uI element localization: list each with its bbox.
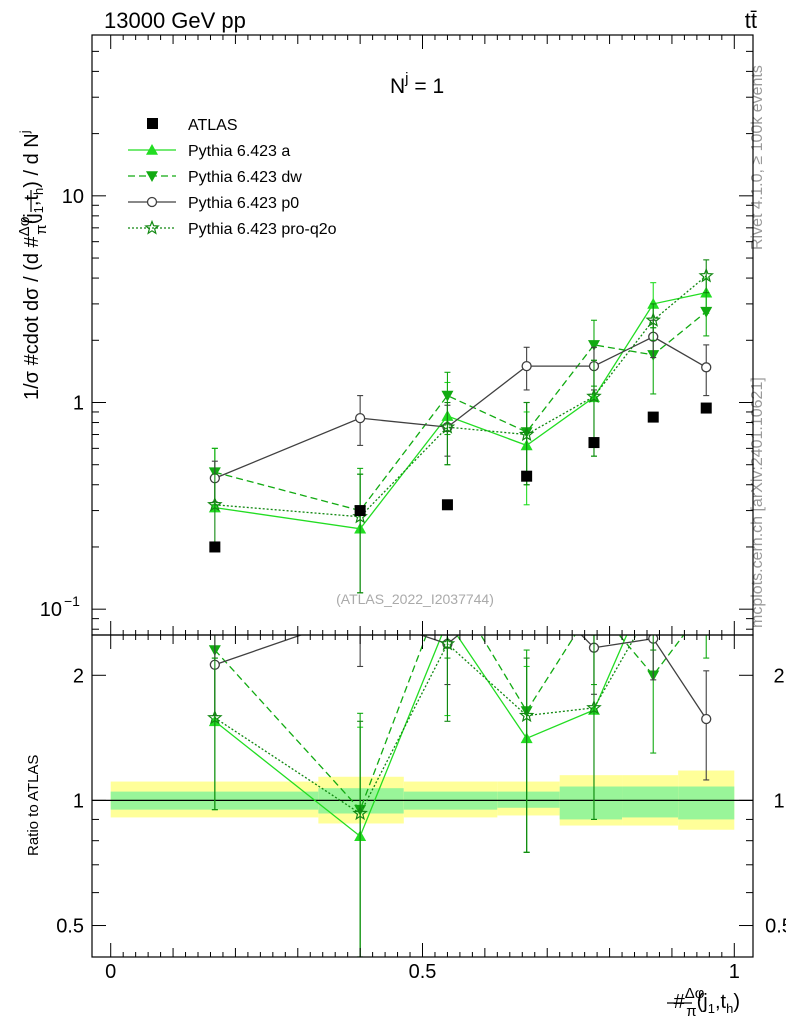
ratio-point-pythia-6-423-pro-q2o bbox=[207, 709, 223, 725]
process-label: tt̄ bbox=[745, 8, 757, 33]
point-pythia-6-423-p0 bbox=[354, 413, 366, 424]
point-pythia-6-423-pro-q2o bbox=[698, 267, 714, 283]
ratio-y-tick-label-right: 1 bbox=[773, 790, 784, 812]
atlas-data-point bbox=[209, 541, 221, 553]
atlas-data-point bbox=[647, 411, 659, 423]
analysis-watermark: (ATLAS_2022_I2037744) bbox=[336, 591, 494, 607]
point-pythia-6-423-dw bbox=[441, 390, 454, 402]
ratio-y-tick-label-right: 0.5 bbox=[765, 916, 786, 938]
legend-label-pythia-6-423-dw: Pythia 6.423 dw bbox=[188, 169, 302, 186]
series-line-pythia-6-423-dw bbox=[214, 311, 707, 512]
legend-atlas-marker bbox=[147, 118, 158, 129]
ratio-stat-band bbox=[497, 791, 560, 808]
point-pythia-6-423-a bbox=[647, 297, 660, 309]
ratio-point-pythia-6-423-dw bbox=[700, 600, 712, 611]
source-label: mcplots.cern.ch [arXiv:2401.10621] bbox=[749, 377, 766, 628]
ratio-point-pythia-6-423-a bbox=[441, 615, 453, 626]
energy-label: 13000 GeV pp bbox=[104, 8, 246, 33]
x-tick-label: 0.5 bbox=[409, 961, 437, 983]
ratio-point-pythia-6-423-pro-q2o bbox=[352, 805, 368, 821]
ratio-y-axis-label: Ratio to ATLAS bbox=[25, 755, 42, 856]
ratio-point-pythia-6-423-pro-q2o bbox=[647, 599, 659, 611]
ratio-point-pythia-6-423-pro-q2o bbox=[586, 699, 602, 715]
legend-marker-pythia-6-423-a bbox=[146, 144, 158, 155]
ratio-y-tick-label-left: 0.5 bbox=[56, 916, 84, 938]
y-tick-label: 10 bbox=[62, 186, 84, 208]
ratio-y-tick-label-left: 2 bbox=[73, 665, 84, 687]
ratio-line-pythia-6-423-pro-q2o bbox=[214, 635, 637, 815]
ratio-point-pythia-6-423-dw bbox=[441, 575, 453, 586]
atlas-data-point bbox=[588, 437, 600, 449]
point-pythia-6-423-pro-q2o bbox=[645, 312, 661, 327]
y-tick-label-exp-power: −1 bbox=[64, 593, 80, 609]
chart-title: Nj = 1 bbox=[390, 70, 444, 98]
legend-marker-pythia-6-423-p0 bbox=[146, 196, 158, 208]
ratio-point-pythia-6-423-pro-q2o bbox=[439, 635, 456, 651]
legend-marker-pythia-6-423-pro-q2o bbox=[144, 219, 160, 235]
legend-label-pythia-6-423-a: Pythia 6.423 a bbox=[188, 143, 290, 160]
ratio-point-pythia-6-423-p0 bbox=[356, 610, 365, 619]
atlas-data-point bbox=[521, 470, 533, 482]
atlas-data-point bbox=[354, 505, 366, 517]
ratio-stat-band bbox=[678, 786, 735, 820]
atlas-data-point bbox=[700, 402, 712, 414]
legend-label-pythia-6-423-p0: Pythia 6.423 p0 bbox=[188, 195, 299, 212]
ratio-point-pythia-6-423-p0 bbox=[701, 713, 712, 725]
point-pythia-6-423-pro-q2o bbox=[518, 426, 535, 442]
ratio-stat-band bbox=[622, 786, 679, 818]
ratio-point-pythia-6-423-a bbox=[700, 563, 712, 574]
ratio-point-pythia-6-423-pro-q2o bbox=[518, 707, 535, 723]
ratio-point-pythia-6-423-p0 bbox=[522, 575, 531, 584]
series-line-pythia-6-423-pro-q2o bbox=[214, 275, 707, 518]
point-pythia-6-423-pro-q2o bbox=[439, 418, 456, 434]
ratio-y-tick-label-left: 1 bbox=[73, 790, 84, 812]
point-pythia-6-423-p0 bbox=[521, 360, 532, 372]
legend-atlas-label: ATLAS bbox=[188, 117, 238, 134]
atlas-data-point bbox=[441, 499, 453, 511]
legend-marker-pythia-6-423-dw bbox=[146, 171, 158, 182]
point-pythia-6-423-pro-q2o bbox=[207, 496, 223, 512]
ratio-point-pythia-6-423-a bbox=[647, 568, 659, 579]
x-tick-label: 1 bbox=[729, 961, 740, 983]
series-line-pythia-6-423-a bbox=[214, 292, 707, 530]
ratio-y-tick-label-right: 2 bbox=[773, 665, 784, 687]
point-pythia-6-423-dw bbox=[587, 340, 600, 351]
legend: ATLAS Pythia 6.423 a Pythia 6.423 dw Pythi… bbox=[128, 117, 337, 238]
point-pythia-6-423-dw bbox=[700, 306, 713, 318]
x-axis-label: #Δφ π(j1,th) bbox=[674, 985, 740, 1020]
ratio-point-pythia-6-423-dw bbox=[588, 600, 600, 611]
point-pythia-6-423-p0 bbox=[701, 362, 712, 373]
ratio-point-pythia-6-423-pro-q2o bbox=[700, 526, 712, 538]
point-pythia-6-423-pro-q2o bbox=[586, 388, 602, 404]
ratio-line-pythia-6-423-dw bbox=[214, 635, 685, 811]
rivet-version-label: Rivet 4.1.0, ≥ 100k events bbox=[749, 65, 766, 250]
ratio-stat-band bbox=[559, 786, 623, 820]
x-tick-label: 0 bbox=[105, 961, 116, 983]
series-line-pythia-6-423-p0 bbox=[214, 336, 707, 479]
ratio-panel: 0.5 0.5 1 1 2 2 0 0.5 1 bbox=[56, 526, 786, 983]
legend-label-pythia-6-423-pro-q2o: Pythia 6.423 pro-q2o bbox=[188, 221, 337, 238]
y-tick-label-exp: 10 bbox=[40, 599, 62, 621]
y-tick-label: 1 bbox=[73, 393, 84, 415]
y-axis-label: 1/σ #cdot dσ / (d #Δφπ(j1,th) / d Nj bbox=[16, 130, 50, 400]
